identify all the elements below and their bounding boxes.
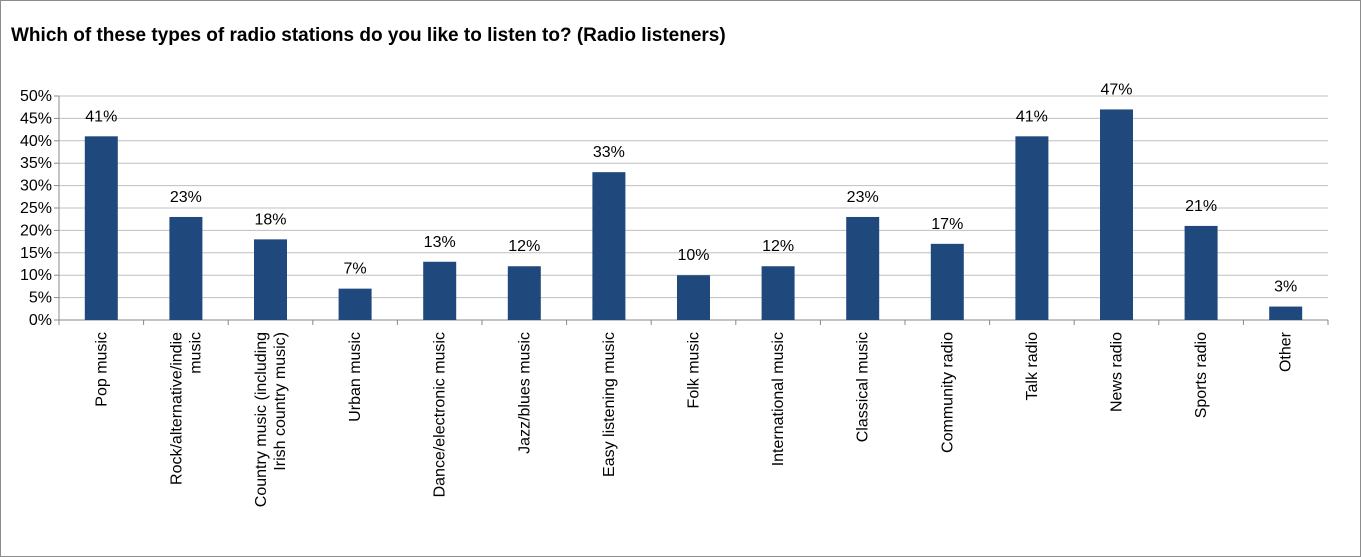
y-tick-label: 0%	[29, 312, 52, 329]
x-tick-label: International music	[770, 332, 787, 466]
bar	[254, 239, 287, 320]
y-tick-label: 35%	[20, 155, 52, 172]
data-label: 47%	[1100, 81, 1132, 98]
bar	[507, 266, 541, 320]
bar	[84, 136, 118, 320]
x-tick-label: Folk music	[686, 332, 703, 408]
x-tick-label-line: Pop music	[93, 332, 110, 407]
data-label: 18%	[254, 211, 286, 228]
x-tick-label-line: Country music (including	[253, 332, 270, 507]
x-tick-label-line: Talk radio	[1024, 332, 1041, 401]
x-tick-label: Jazz/blues music	[516, 332, 533, 454]
x-tick-label: Rock/alternative/indie music	[168, 332, 204, 485]
y-tick-label: 10%	[20, 267, 52, 284]
data-label: 7%	[344, 261, 367, 278]
y-tick-label: 25%	[20, 200, 52, 217]
x-tick-label-line: Folk music	[686, 332, 703, 408]
data-label: 33%	[593, 144, 625, 161]
y-tick-label: 5%	[29, 290, 52, 307]
x-tick-label-line: Irish country music)	[272, 332, 289, 471]
bar	[930, 243, 964, 320]
y-tick-label: 45%	[20, 110, 52, 127]
data-label: 12%	[508, 238, 540, 255]
bar	[1184, 225, 1218, 320]
x-tick-label: Dance/electronic music	[432, 332, 449, 497]
x-tick-label-line: Sports radio	[1193, 332, 1210, 418]
bar	[169, 216, 203, 320]
data-label: 3%	[1274, 279, 1297, 296]
data-label: 12%	[762, 238, 794, 255]
data-label: 13%	[424, 234, 456, 251]
bar	[423, 261, 457, 320]
x-tick-label-line: International music	[770, 332, 787, 466]
x-tick-label-line: Other	[1278, 331, 1295, 372]
data-label: 41%	[85, 108, 117, 125]
data-label: 17%	[931, 216, 963, 233]
x-tick-label: Urban music	[347, 332, 364, 422]
bar	[1269, 306, 1303, 320]
x-tick-label-line: Easy listening music	[601, 332, 618, 477]
x-tick-label-line: Rock/alternative/indie	[168, 332, 185, 485]
x-tick-label: Sports radio	[1193, 332, 1210, 418]
data-label: 41%	[1016, 108, 1048, 125]
y-tick-label: 50%	[20, 88, 52, 105]
x-tick-label: Country music (including Irish country mu…	[253, 332, 289, 507]
data-label: 10%	[677, 247, 709, 264]
x-tick-label-line: Jazz/blues music	[516, 332, 533, 454]
y-tick-label: 15%	[20, 245, 52, 262]
bar	[1015, 136, 1049, 320]
y-tick-label: 30%	[20, 178, 52, 195]
bar	[677, 275, 710, 320]
x-tick-label: Easy listening music	[601, 332, 618, 477]
x-tick-label: Talk radio	[1024, 332, 1041, 401]
x-tick-label-line: Dance/electronic music	[432, 332, 449, 497]
x-tick-label: Classical music	[855, 332, 872, 442]
x-tick-label: Community radio	[939, 332, 956, 453]
bar	[846, 216, 880, 320]
bar	[1100, 109, 1133, 320]
x-tick-label: Other	[1278, 331, 1295, 372]
x-tick-label-line: Urban music	[347, 332, 364, 422]
x-tick-label-line: music	[187, 332, 204, 374]
y-tick-label: 20%	[20, 222, 52, 239]
bar	[592, 172, 626, 320]
data-label: 21%	[1185, 198, 1217, 215]
x-tick-label: News radio	[1109, 332, 1126, 412]
x-tick-label-line: Classical music	[855, 332, 872, 442]
x-tick-label: Pop music	[93, 332, 110, 407]
chart-title: Which of these types of radio stations d…	[11, 25, 726, 46]
data-label: 23%	[847, 189, 879, 206]
data-label: 23%	[170, 189, 202, 206]
bar	[338, 288, 372, 320]
x-tick-label-line: Community radio	[939, 332, 956, 453]
y-tick-label: 40%	[20, 133, 52, 150]
bar	[761, 266, 795, 320]
x-tick-label-line: News radio	[1109, 332, 1126, 412]
